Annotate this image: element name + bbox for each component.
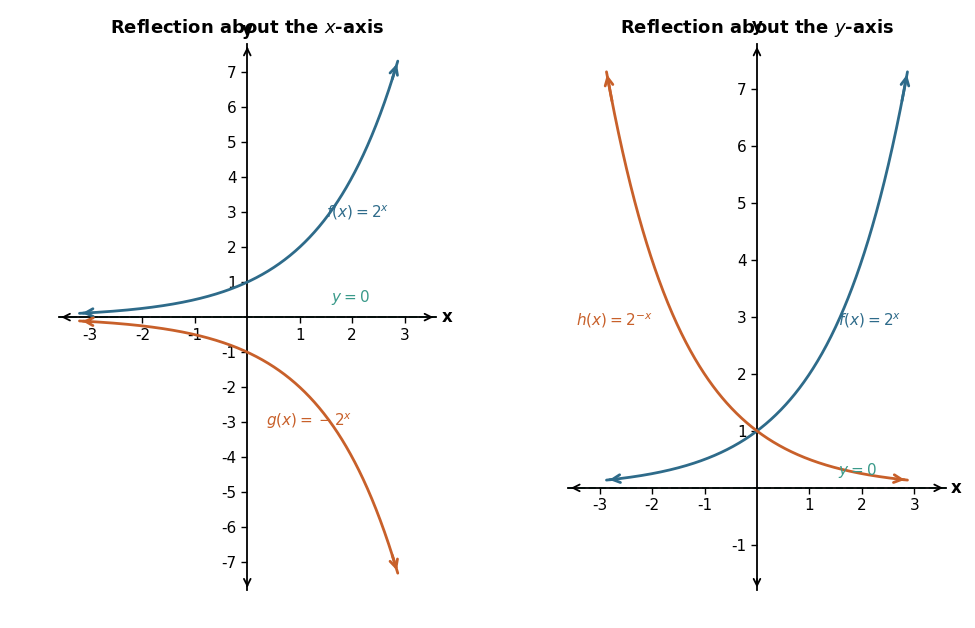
Text: x: x (442, 308, 452, 326)
Text: $h(x) = 2^{-x}$: $h(x) = 2^{-x}$ (576, 311, 652, 330)
Text: x: x (951, 479, 961, 497)
Text: $g(x) = -2^x$: $g(x) = -2^x$ (265, 411, 352, 431)
Title: Reflection about the $\it{y}$-axis: Reflection about the $\it{y}$-axis (620, 17, 894, 39)
Text: $y = 0$: $y = 0$ (332, 288, 370, 308)
Text: y: y (242, 21, 253, 39)
Text: Reflection about the: Reflection about the (0, 627, 1, 628)
Text: $f(x) = 2^x$: $f(x) = 2^x$ (326, 203, 389, 222)
Text: $f(x) = 2^x$: $f(x) = 2^x$ (838, 311, 902, 330)
Text: $y = 0$: $y = 0$ (838, 462, 877, 480)
Title: Reflection about the $\it{x}$-axis: Reflection about the $\it{x}$-axis (110, 19, 384, 37)
Text: Reflection about the: Reflection about the (0, 627, 1, 628)
Text: y: y (752, 18, 762, 35)
